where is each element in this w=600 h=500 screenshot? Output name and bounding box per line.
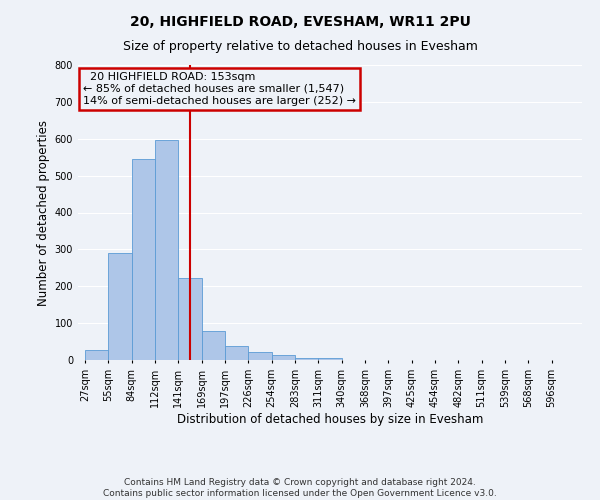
Bar — [202, 330, 225, 360]
Text: Contains HM Land Registry data © Crown copyright and database right 2024.
Contai: Contains HM Land Registry data © Crown c… — [103, 478, 497, 498]
Bar — [225, 346, 248, 360]
Bar — [85, 350, 109, 360]
Bar — [319, 358, 341, 360]
Text: 20 HIGHFIELD ROAD: 153sqm  
← 85% of detached houses are smaller (1,547)
14% of : 20 HIGHFIELD ROAD: 153sqm ← 85% of detac… — [83, 72, 356, 106]
Bar — [248, 352, 272, 360]
Text: Size of property relative to detached houses in Evesham: Size of property relative to detached ho… — [122, 40, 478, 53]
X-axis label: Distribution of detached houses by size in Evesham: Distribution of detached houses by size … — [177, 412, 483, 426]
Text: 20, HIGHFIELD ROAD, EVESHAM, WR11 2PU: 20, HIGHFIELD ROAD, EVESHAM, WR11 2PU — [130, 15, 470, 29]
Bar — [155, 140, 178, 360]
Y-axis label: Number of detached properties: Number of detached properties — [37, 120, 50, 306]
Bar — [131, 160, 155, 360]
Bar — [109, 254, 131, 360]
Bar — [178, 278, 202, 360]
Bar — [295, 358, 319, 360]
Bar — [272, 355, 295, 360]
